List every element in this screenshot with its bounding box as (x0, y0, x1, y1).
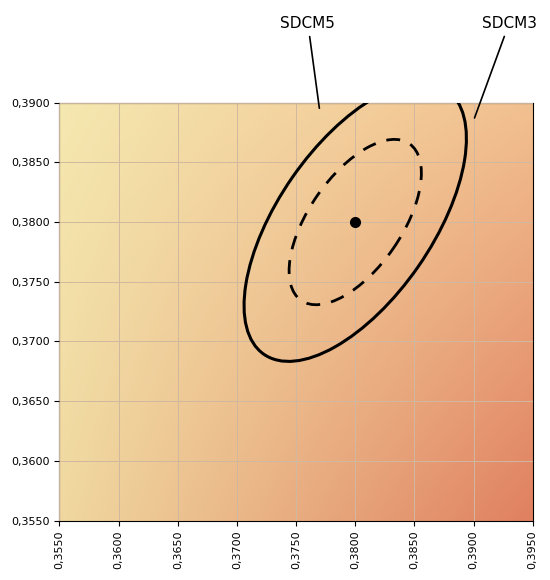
Text: SDCM5: SDCM5 (280, 16, 336, 108)
Text: SDCM3: SDCM3 (475, 16, 537, 118)
